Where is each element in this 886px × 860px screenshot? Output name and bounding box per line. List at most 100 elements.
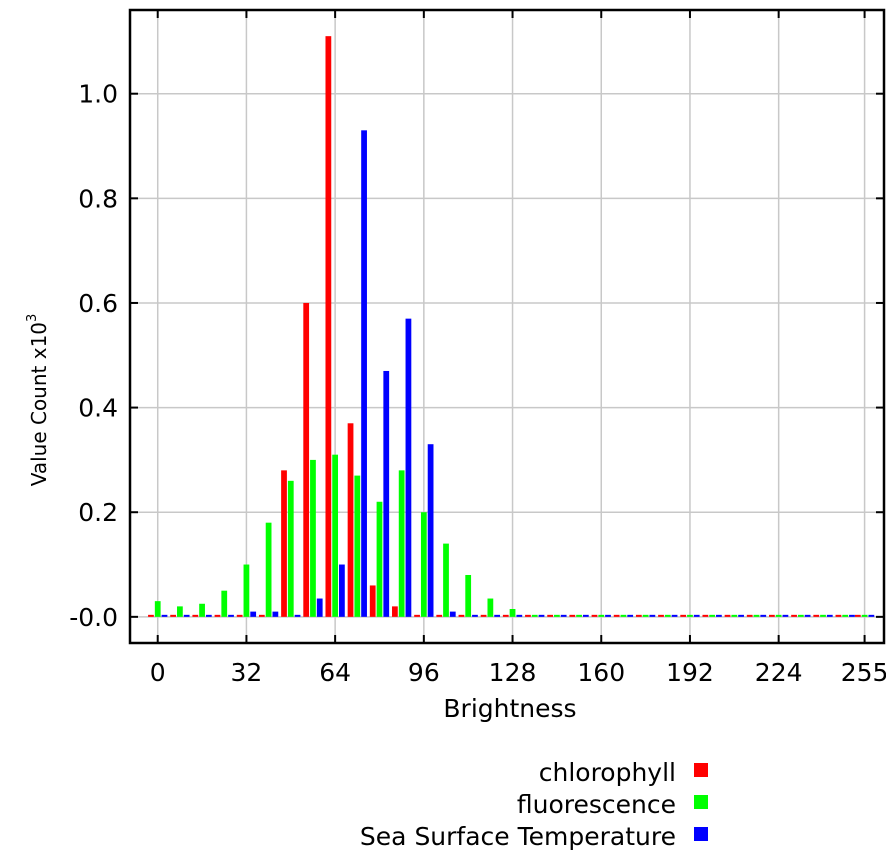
bar-sea-surface-temperature bbox=[427, 444, 434, 617]
axes bbox=[128, 8, 886, 645]
bar-fluorescence bbox=[154, 601, 161, 617]
bar-chlorophyll bbox=[480, 614, 487, 617]
bar-sea-surface-temperature bbox=[405, 318, 412, 617]
bar-fluorescence bbox=[509, 608, 516, 617]
bar-chlorophyll bbox=[746, 614, 753, 617]
bar-chlorophyll bbox=[702, 614, 709, 617]
bar-fluorescence bbox=[861, 614, 868, 617]
bar-fluorescence bbox=[687, 614, 693, 617]
bar-fluorescence bbox=[310, 459, 316, 617]
x-axis-label: Brightness bbox=[443, 694, 576, 723]
bar-chlorophyll bbox=[680, 614, 687, 617]
bar-fluorescence bbox=[531, 614, 538, 617]
bar-fluorescence bbox=[598, 614, 605, 617]
bar-chlorophyll bbox=[458, 614, 465, 617]
bar-sea-surface-temperature bbox=[868, 614, 875, 617]
bar-fluorescence bbox=[842, 614, 849, 617]
bar-fluorescence bbox=[775, 614, 782, 617]
bar-chlorophyll bbox=[658, 614, 664, 617]
bar-fluorescence bbox=[398, 470, 405, 617]
bar-sea-surface-temperature bbox=[183, 614, 190, 617]
bar-sea-surface-temperature bbox=[339, 564, 345, 617]
bar-sea-surface-temperature bbox=[716, 614, 722, 617]
bar-sea-surface-temperature bbox=[627, 614, 634, 617]
bar-fluorescence bbox=[797, 614, 804, 617]
bar-fluorescence bbox=[709, 614, 716, 617]
bar-chlorophyll bbox=[325, 36, 332, 617]
bar-chlorophyll bbox=[502, 614, 509, 617]
legend-label: Sea Surface Temperature bbox=[360, 822, 676, 851]
bar-sea-surface-temperature bbox=[671, 614, 678, 617]
grid-lines bbox=[130, 10, 884, 643]
bar-fluorescence bbox=[332, 454, 339, 617]
x-tick-label: 32 bbox=[231, 658, 263, 687]
bar-sea-surface-temperature bbox=[649, 614, 656, 617]
bar-sea-surface-temperature bbox=[294, 614, 301, 617]
bar-chlorophyll bbox=[569, 614, 576, 617]
bar-chlorophyll bbox=[791, 614, 797, 617]
bar-sea-surface-temperature bbox=[538, 614, 545, 617]
bar-sea-surface-temperature bbox=[383, 370, 390, 617]
bar-sea-surface-temperature bbox=[472, 614, 478, 617]
bar-sea-surface-temperature bbox=[760, 614, 767, 617]
bar-sea-surface-temperature bbox=[316, 598, 323, 617]
bar-chlorophyll bbox=[281, 470, 287, 617]
bar-sea-surface-temperature bbox=[782, 614, 789, 617]
bar-fluorescence bbox=[554, 614, 560, 617]
bar-sea-surface-temperature bbox=[605, 614, 611, 617]
x-tick-label: 64 bbox=[319, 658, 351, 687]
plot-frame bbox=[128, 8, 886, 645]
bar-chlorophyll bbox=[769, 614, 775, 617]
bar-fluorescence bbox=[443, 543, 449, 617]
tick-labels: 0 32 64 96 128 160 192 224 255 -0.0 0.2 0.4 0.6 0.8 1.… bbox=[69, 80, 886, 687]
bar-sea-surface-temperature bbox=[560, 614, 567, 617]
y-tick-label: -0.0 bbox=[69, 603, 118, 632]
bar-fluorescence bbox=[642, 614, 649, 617]
bar-sea-surface-temperature bbox=[849, 614, 855, 617]
bar-chlorophyll bbox=[236, 614, 243, 617]
legend-swatch bbox=[694, 795, 708, 809]
bar-sea-surface-temperature bbox=[272, 611, 279, 617]
bar-chlorophyll bbox=[525, 614, 531, 617]
legend-label: fluorescence bbox=[517, 790, 676, 819]
bar-sea-surface-temperature bbox=[693, 614, 700, 617]
x-tick-label: 128 bbox=[489, 658, 537, 687]
legend-label: chlorophyll bbox=[539, 758, 676, 787]
bar-chlorophyll bbox=[547, 614, 554, 617]
bar-fluorescence bbox=[664, 614, 671, 617]
bar-chlorophyll bbox=[724, 614, 731, 617]
bar-sea-surface-temperature bbox=[250, 611, 257, 617]
y-axis-label-exponent: 3 bbox=[25, 314, 40, 322]
bar-chlorophyll bbox=[258, 614, 265, 617]
bar-fluorescence bbox=[265, 522, 272, 617]
bar-sea-surface-temperature bbox=[494, 614, 501, 617]
bar-sea-surface-temperature bbox=[582, 614, 589, 617]
bar-sea-surface-temperature bbox=[205, 614, 212, 617]
y-tick-label: 0.6 bbox=[78, 289, 118, 318]
x-tick-label: 160 bbox=[577, 658, 625, 687]
bar-chlorophyll bbox=[813, 614, 820, 617]
bar-chlorophyll bbox=[854, 614, 861, 617]
bar-sea-surface-temperature bbox=[449, 611, 456, 617]
bar-fluorescence bbox=[731, 614, 738, 617]
legend: chlorophyll fluorescence Sea Surface Tempe… bbox=[360, 758, 708, 851]
bar-fluorescence bbox=[376, 501, 383, 617]
bar-chlorophyll bbox=[303, 302, 310, 617]
bar-fluorescence bbox=[465, 574, 472, 617]
y-tick-label: 0.4 bbox=[78, 394, 118, 423]
bar-chlorophyll bbox=[835, 614, 842, 617]
bar-fluorescence bbox=[487, 598, 494, 617]
bar-fluorescence bbox=[753, 614, 760, 617]
bar-chlorophyll bbox=[613, 614, 620, 617]
bar-chlorophyll bbox=[170, 614, 177, 617]
y-tick-label: 0.2 bbox=[78, 498, 118, 527]
bar-sea-surface-temperature bbox=[738, 614, 744, 617]
x-tick-label: 224 bbox=[755, 658, 803, 687]
bar-sea-surface-temperature bbox=[826, 614, 833, 617]
x-tick-label: 192 bbox=[666, 658, 714, 687]
bars bbox=[148, 36, 875, 617]
bar-chlorophyll bbox=[635, 614, 642, 617]
legend-swatch bbox=[694, 763, 708, 777]
